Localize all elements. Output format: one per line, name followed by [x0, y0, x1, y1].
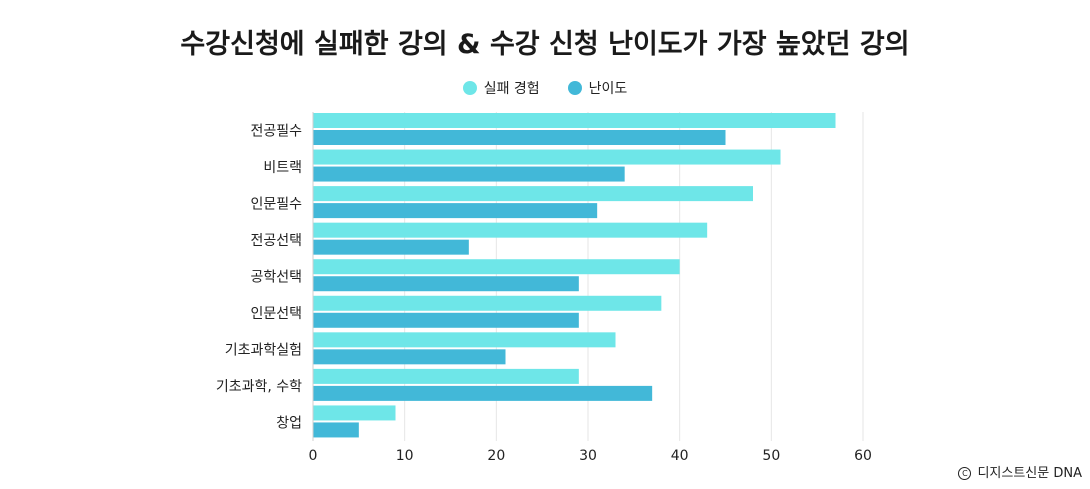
y-category-label: 전공선택	[250, 233, 302, 249]
legend: 실패 경험 난이도	[0, 78, 1090, 98]
x-tick-label: 20	[487, 448, 505, 464]
y-category-label: 전공필수	[250, 123, 302, 139]
bar-failure	[313, 332, 616, 348]
bar-failure	[313, 222, 708, 238]
bar-difficulty	[313, 422, 359, 438]
y-category-label: 비트랙	[263, 160, 302, 176]
legend-item-failure: 실패 경험	[462, 78, 540, 98]
legend-label-failure: 실패 경험	[483, 81, 540, 97]
bar-failure	[313, 295, 662, 311]
bar-difficulty	[313, 349, 506, 365]
y-category-label: 창업	[276, 416, 302, 432]
bar-difficulty	[313, 312, 579, 328]
bar-failure	[313, 368, 579, 384]
bar-failure	[313, 149, 781, 165]
legend-marker-failure	[462, 81, 477, 95]
bar-difficulty	[313, 276, 579, 292]
chart-title: 수강신청에 실패한 강의 & 수강 신청 난이도가 가장 높았던 강의	[180, 29, 910, 60]
x-tick-label: 50	[762, 448, 780, 464]
x-tick-label: 0	[309, 448, 318, 464]
y-category-label: 공학선택	[250, 270, 302, 286]
x-tick-label: 40	[671, 448, 689, 464]
x-tick-label: 60	[854, 448, 872, 464]
bar-difficulty	[313, 203, 598, 219]
y-category-label: 기초과학실험	[225, 343, 302, 359]
bar-difficulty	[313, 166, 625, 182]
legend-marker-difficulty	[567, 81, 582, 95]
source-label: 디지스트신문 DNA	[977, 466, 1082, 481]
legend-item-difficulty: 난이도	[567, 78, 628, 98]
bar-failure	[313, 405, 396, 421]
y-category-label: 인문필수	[250, 196, 302, 212]
bar-failure	[313, 186, 753, 202]
y-category-label: 기초과학, 수학	[216, 379, 302, 395]
x-tick-label: 30	[579, 448, 597, 464]
copyright-icon: C	[958, 467, 972, 480]
bar-difficulty	[313, 385, 653, 401]
x-tick-label: 10	[396, 448, 414, 464]
y-category-label: 인문선택	[250, 306, 302, 322]
bar-failure	[313, 259, 680, 275]
source-credit: C 디지스트신문 DNA	[958, 462, 1082, 481]
bar-failure	[313, 113, 836, 128]
legend-label-difficulty: 난이도	[588, 81, 628, 97]
bar-difficulty	[313, 239, 469, 255]
bar-difficulty	[313, 130, 726, 145]
